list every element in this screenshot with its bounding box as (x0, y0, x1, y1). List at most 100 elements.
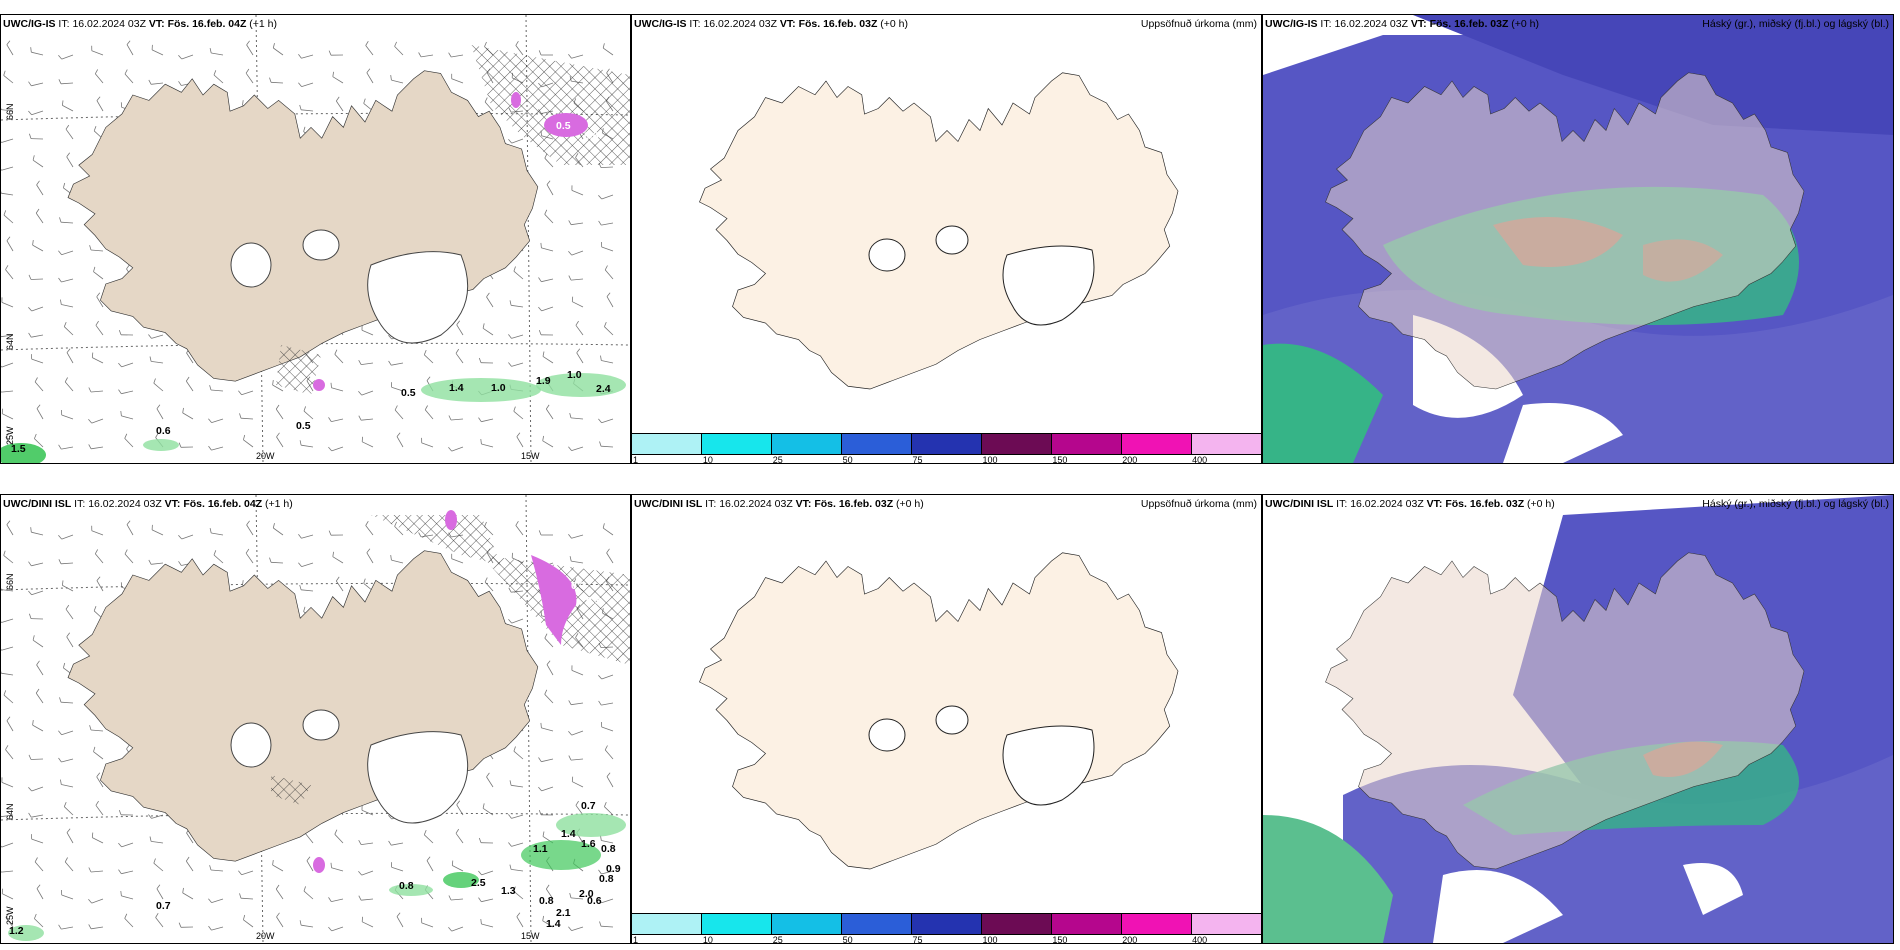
wind-barb (121, 362, 134, 368)
wind-barb-flag (545, 884, 550, 890)
wind-barb (604, 749, 614, 760)
wind-barb (602, 47, 614, 56)
wind-barb-flag (6, 716, 11, 721)
wind-barb (211, 532, 224, 536)
wind-barb (241, 390, 254, 396)
wind-barb (303, 410, 314, 420)
wind-barb (601, 674, 614, 680)
wind-barb (515, 45, 524, 56)
wind-barb-flag (394, 41, 397, 47)
wind-barb-flag (60, 779, 62, 785)
wind-barb (391, 842, 404, 846)
wind-barb (331, 446, 344, 452)
wind-barb-flag (303, 406, 306, 412)
wind-barb (335, 100, 344, 112)
wind-barb-flag (328, 530, 332, 536)
wind-barb-flag (1, 169, 2, 171)
wind-barb (240, 897, 254, 900)
wind-barb-flag (482, 803, 485, 809)
wind-barb (542, 920, 554, 928)
wind-barb (61, 784, 74, 788)
wind-barb (546, 184, 554, 196)
wind-barb (544, 214, 554, 224)
wind-barb-flag (5, 265, 9, 270)
colorbar-cell (1192, 914, 1261, 934)
wind-barb-flag (478, 897, 482, 902)
wind-barb-flag (604, 321, 607, 327)
wind-barb (306, 860, 314, 872)
wind-barb (601, 418, 614, 424)
wind-barb (301, 109, 314, 112)
wind-barb-flag (540, 722, 542, 728)
wind-barb-flag (64, 377, 68, 383)
precip-value: 0.5 (401, 387, 416, 399)
wind-barb (61, 894, 74, 900)
wind-barb-flag (156, 404, 161, 409)
wind-barb-flag (598, 195, 602, 200)
wind-barb (486, 296, 494, 308)
panel-header: UWC/IG-IS IT: 16.02.2024 03Z VT: Fös. 16… (1265, 18, 1540, 30)
wind-barb-flag (418, 52, 422, 58)
wind-barb (361, 418, 374, 421)
wind-barb (182, 412, 194, 420)
wind-barb-flag (126, 40, 131, 45)
wind-barb (60, 701, 74, 704)
wind-barb (455, 833, 464, 844)
wind-barb-flag (544, 689, 548, 695)
wind-barb-flag (58, 535, 63, 540)
wind-barb (391, 559, 404, 564)
wind-barb-flag (28, 81, 32, 87)
wind-barb-flag (208, 445, 212, 451)
wind-barb (451, 926, 464, 932)
wind-barb (124, 438, 134, 448)
wind-barb-flag (358, 391, 363, 396)
wind-barb-flag (272, 860, 274, 866)
wind-barb-flag (568, 446, 572, 451)
wind-barb (96, 296, 104, 308)
wind-barb (96, 776, 104, 788)
wind-barb-flag (95, 320, 99, 326)
wind-barb (36, 408, 44, 420)
wind-barb (601, 246, 614, 252)
wind-barb (91, 418, 104, 424)
colorbar-tick-label: 25 (772, 455, 783, 464)
wind-barb (95, 325, 104, 336)
precip-value: 2.4 (596, 383, 611, 395)
wind-barb (36, 184, 44, 196)
wind-barb-flag (36, 180, 40, 186)
wind-barb (34, 861, 44, 872)
wind-barb (1, 842, 14, 848)
wind-barb (335, 580, 344, 592)
wind-barb-flag (390, 555, 392, 561)
wind-barb (243, 439, 254, 448)
wind-barb-flag (604, 801, 607, 807)
wind-barb (486, 776, 494, 788)
wind-barb (31, 814, 44, 818)
wind-barb-flag (335, 96, 340, 102)
precip-value: 0.8 (601, 843, 616, 855)
wind-barb-flag (606, 548, 610, 554)
wind-barb (1, 390, 14, 393)
panel-bottom-middle: UWC/DINI ISL IT: 16.02.2024 03Z VT: Fös.… (631, 494, 1262, 944)
wind-barb (35, 212, 44, 224)
wind-barb-flag (426, 376, 431, 381)
wind-barb-flag (328, 446, 333, 452)
colorbar-tick-label: 150 (1052, 455, 1068, 464)
wind-barb-flag (544, 153, 548, 159)
wind-barb-flag (598, 220, 602, 226)
wind-barb (301, 444, 314, 448)
wind-barb (91, 50, 104, 56)
wind-barb (61, 278, 74, 283)
precip-value: 0.3 (586, 595, 601, 607)
wind-barb (3, 214, 14, 224)
colorbar-tick-label: 50 (842, 455, 853, 464)
panel-title: Uppsöfnuð úrkoma (mm) (1140, 498, 1257, 510)
wind-barb (513, 890, 524, 900)
wind-barb (151, 562, 164, 565)
wind-barb-flag (569, 892, 572, 899)
wind-barb-flag (1, 649, 2, 651)
wind-barb (513, 750, 524, 760)
wind-barb (65, 128, 74, 140)
wind-barb (301, 924, 314, 928)
colorbar-cell (1122, 914, 1192, 934)
